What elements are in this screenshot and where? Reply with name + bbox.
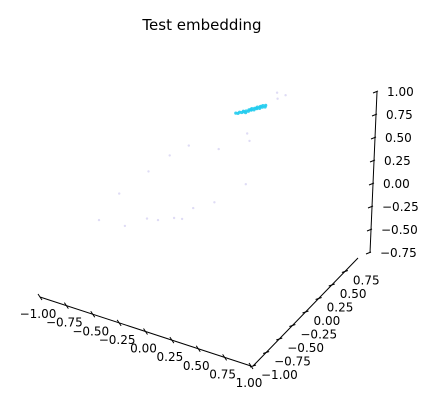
z-tick-label: 0.00	[383, 177, 410, 191]
data-point	[97, 218, 101, 222]
y-tick	[341, 270, 349, 273]
data-point	[172, 216, 176, 220]
x-tick-label: −0.75	[46, 316, 83, 330]
x-tick-label: 0.75	[209, 367, 236, 381]
data-point	[156, 218, 160, 222]
x-tick	[222, 354, 228, 361]
y-tick	[276, 337, 283, 341]
data-point	[259, 104, 263, 108]
chart-title: Test embedding	[142, 16, 262, 34]
scatter-points	[97, 91, 287, 228]
y-tick-label: 0.00	[314, 314, 341, 328]
data-point	[168, 154, 171, 157]
data-point	[192, 206, 195, 210]
axes: −1.00−0.75−0.50−0.250.000.250.500.751.00…	[20, 85, 419, 390]
z-tick	[371, 113, 378, 117]
x-tick	[63, 302, 69, 309]
z-tick	[365, 251, 372, 255]
data-point	[254, 106, 258, 110]
data-point	[263, 105, 267, 109]
x-tick-label: −0.50	[72, 324, 109, 338]
z-tick-label: 1.00	[387, 85, 414, 99]
x-tick	[169, 336, 175, 344]
y-tick-label: 0.75	[353, 274, 380, 288]
z-tick-label: −0.50	[381, 223, 418, 237]
data-point	[252, 108, 256, 112]
x-tick	[195, 345, 201, 353]
data-point	[246, 109, 250, 113]
y-tick-label: −1.00	[261, 368, 298, 382]
x-tick	[248, 362, 254, 370]
x-tick-label: 0.25	[157, 350, 184, 364]
data-point	[145, 217, 149, 220]
z-tick	[372, 90, 379, 94]
z-tick-label: 0.25	[384, 154, 411, 168]
y-tick-label: 0.25	[327, 301, 354, 315]
z-tick	[368, 182, 375, 186]
z-tick-label: 0.50	[385, 131, 412, 145]
data-point	[275, 91, 279, 94]
y-tick-label: 0.50	[340, 287, 367, 301]
data-point	[276, 97, 279, 100]
data-point	[123, 224, 127, 228]
data-point	[217, 147, 220, 151]
y-tick	[328, 283, 335, 287]
data-point	[249, 108, 253, 112]
data-point	[187, 144, 190, 147]
x-tick-label: −1.00	[20, 307, 57, 321]
z-axis-line	[369, 91, 378, 254]
data-point	[118, 192, 121, 195]
z-tick-label: −0.75	[380, 246, 417, 260]
x-tick	[90, 310, 96, 318]
x-tick-label: 1.00	[236, 376, 263, 390]
data-point	[180, 217, 184, 221]
data-point	[147, 170, 150, 173]
z-tick-label: 0.75	[386, 108, 413, 122]
x-tick	[116, 319, 122, 327]
y-tick	[289, 324, 296, 327]
x-tick	[143, 328, 148, 335]
y-tick	[315, 297, 322, 300]
z-tick	[366, 228, 373, 232]
y-tick	[302, 310, 309, 314]
x-tick	[37, 293, 43, 301]
z-tick	[370, 136, 377, 140]
data-point	[284, 94, 287, 97]
data-point	[242, 110, 246, 114]
z-tick	[369, 159, 376, 163]
y-tick	[262, 351, 270, 354]
x-tick-label: −0.25	[99, 333, 136, 347]
y-tick-label: −0.25	[300, 328, 337, 342]
data-point	[246, 132, 249, 135]
data-point	[213, 201, 216, 204]
y-tick	[249, 364, 257, 368]
data-point	[244, 183, 247, 186]
x-tick-label: 0.00	[130, 342, 157, 356]
data-point	[236, 111, 240, 115]
data-point	[248, 139, 251, 143]
y-tick-label: −0.75	[274, 355, 311, 369]
x-tick-label: 0.50	[183, 359, 210, 373]
z-tick	[367, 205, 374, 209]
z-tick-label: −0.25	[382, 200, 419, 214]
y-tick-label: −0.50	[287, 341, 324, 355]
